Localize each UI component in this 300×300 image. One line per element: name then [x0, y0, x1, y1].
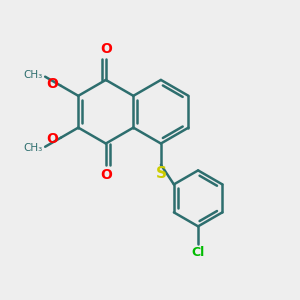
Text: S: S — [156, 166, 167, 181]
Text: O: O — [100, 168, 112, 182]
Text: O: O — [47, 132, 58, 146]
Text: O: O — [47, 77, 58, 91]
Text: CH₃: CH₃ — [23, 143, 42, 153]
Text: O: O — [100, 42, 112, 56]
Text: Cl: Cl — [191, 246, 205, 260]
Text: CH₃: CH₃ — [23, 70, 42, 80]
